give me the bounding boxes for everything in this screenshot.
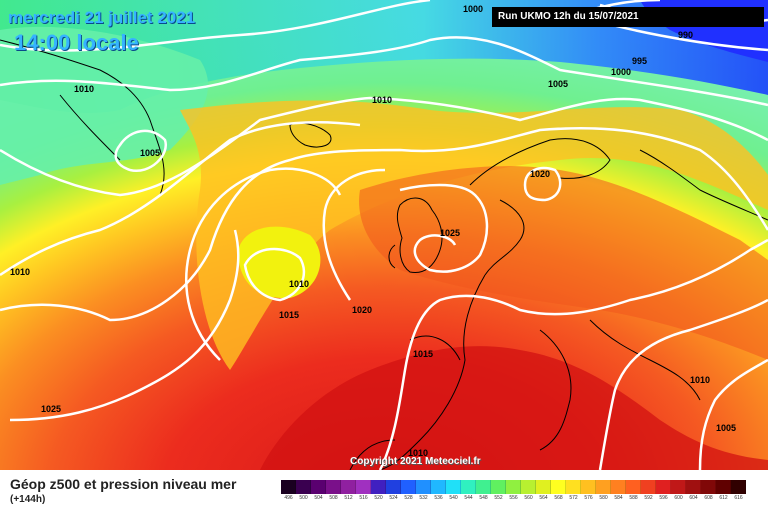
isobar-label: 1000 <box>463 4 483 14</box>
legend-value: 516 <box>359 495 368 501</box>
legend-value: 500 <box>299 495 308 501</box>
legend-value: 608 <box>704 495 713 501</box>
legend-value: 560 <box>524 495 533 501</box>
legend-swatch <box>701 480 716 494</box>
isobar-label: 1015 <box>413 349 433 359</box>
color-legend <box>281 480 746 494</box>
forecast-date: mercredi 21 juillet 2021 <box>8 8 196 27</box>
legend-swatch <box>536 480 551 494</box>
legend-swatch <box>326 480 341 494</box>
legend-value: 576 <box>584 495 593 501</box>
legend-value: 524 <box>389 495 398 501</box>
isobar-label: 1010 <box>372 95 392 105</box>
legend-swatch <box>506 480 521 494</box>
legend-swatch <box>656 480 671 494</box>
model-run-label: Run UKMO 12h du 15/07/2021 <box>492 7 764 27</box>
legend-swatch <box>551 480 566 494</box>
isobar-label: 1015 <box>279 310 299 320</box>
legend-value: 616 <box>734 495 743 501</box>
isobar-label: 990 <box>678 30 693 40</box>
legend-value: 612 <box>719 495 728 501</box>
isobar-label: 1010 <box>10 267 30 277</box>
legend-value: 508 <box>329 495 338 501</box>
legend-value: 512 <box>344 495 353 501</box>
legend-value: 564 <box>539 495 548 501</box>
legend-value: 572 <box>569 495 578 501</box>
legend-value: 544 <box>464 495 473 501</box>
orange-europe <box>359 166 768 360</box>
legend-swatch <box>581 480 596 494</box>
isobar-label: 1010 <box>690 375 710 385</box>
legend-value: 552 <box>494 495 503 501</box>
isobar-label: 1025 <box>440 228 460 238</box>
legend-value: 592 <box>644 495 653 501</box>
isobar-label: 1010 <box>289 279 309 289</box>
legend-value: 548 <box>479 495 488 501</box>
legend-swatch <box>596 480 611 494</box>
legend-swatch <box>566 480 581 494</box>
legend-swatch <box>341 480 356 494</box>
isobar-label: 995 <box>632 56 647 66</box>
legend-value: 556 <box>509 495 518 501</box>
legend-value: 532 <box>419 495 428 501</box>
isobar-label: 1020 <box>352 305 372 315</box>
legend-value: 588 <box>629 495 638 501</box>
legend-swatch <box>386 480 401 494</box>
map-title: Géop z500 et pression niveau mer <box>10 476 237 492</box>
legend-value: 528 <box>404 495 413 501</box>
yellow-cell <box>238 226 321 299</box>
legend-swatch <box>671 480 686 494</box>
isobar-label: 1005 <box>716 423 736 433</box>
legend-swatch <box>731 480 746 494</box>
isobar-label: 1020 <box>530 169 550 179</box>
legend-swatch <box>476 480 491 494</box>
legend-swatch <box>641 480 656 494</box>
legend-value: 536 <box>434 495 443 501</box>
hot-core <box>260 346 768 470</box>
legend-swatch <box>446 480 461 494</box>
weather-map: 1000 990 995 1000 1005 1010 1010 1005 10… <box>0 0 768 470</box>
legend-swatch <box>611 480 626 494</box>
legend-swatch <box>521 480 536 494</box>
legend-swatch <box>296 480 311 494</box>
legend-value: 496 <box>284 495 293 501</box>
legend-value: 504 <box>314 495 323 501</box>
legend-value: 580 <box>599 495 608 501</box>
legend-swatch <box>686 480 701 494</box>
legend-labels: 496 500 504 508 512 516 520 524 528 532 536 540 544 5… <box>281 495 746 501</box>
isobar-labels: 1000 990 995 1000 1005 1010 1010 1005 10… <box>10 4 736 458</box>
legend-value: 568 <box>554 495 563 501</box>
isobar-label: 1010 <box>74 84 94 94</box>
legend-swatch <box>461 480 476 494</box>
legend-swatch <box>716 480 731 494</box>
legend-swatch <box>431 480 446 494</box>
copyright-text: Copyright 2021 Meteociel.fr <box>350 456 481 467</box>
greenland-band <box>0 26 209 185</box>
forecast-time: 14:00 locale <box>14 30 139 55</box>
legend-value: 600 <box>674 495 683 501</box>
isobar-label: 1005 <box>140 148 160 158</box>
legend-swatch <box>281 480 296 494</box>
legend-swatch <box>371 480 386 494</box>
legend-swatch <box>401 480 416 494</box>
legend-value: 540 <box>449 495 458 501</box>
isobar-label: 1025 <box>41 404 61 414</box>
footer-bar: Géop z500 et pression niveau mer (+144h)… <box>0 470 768 512</box>
legend-swatch <box>311 480 326 494</box>
forecast-range: (+144h) <box>10 494 46 505</box>
isobar-label: 1000 <box>611 67 631 77</box>
isobar-label: 1005 <box>548 79 568 89</box>
legend-swatch <box>491 480 506 494</box>
isobar-label: 1010 <box>408 448 428 458</box>
legend-value: 584 <box>614 495 623 501</box>
legend-value: 520 <box>374 495 383 501</box>
legend-swatch <box>626 480 641 494</box>
legend-swatch <box>356 480 371 494</box>
warm-tongue <box>180 100 768 370</box>
legend-value: 604 <box>689 495 698 501</box>
legend-value: 596 <box>659 495 668 501</box>
legend-swatch <box>416 480 431 494</box>
